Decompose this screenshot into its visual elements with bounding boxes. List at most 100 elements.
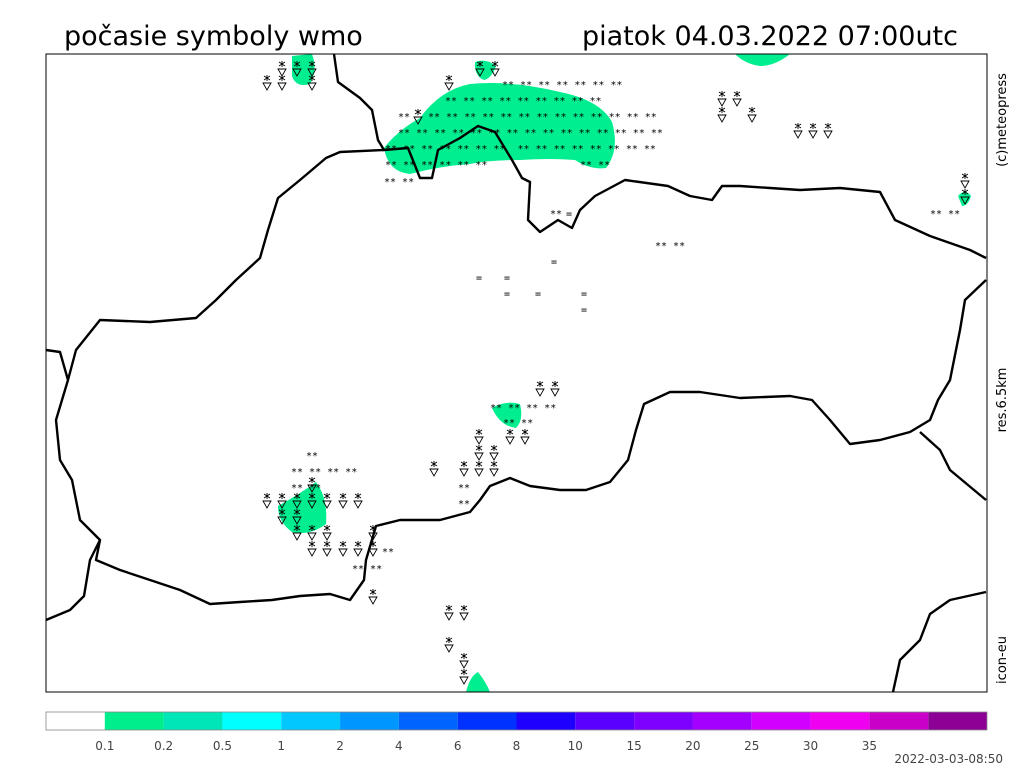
snow-shower-symbol [808,123,818,139]
snow-shower-symbol [307,525,317,541]
snow-shower-symbol [505,429,515,445]
snow-shower-glyph [307,541,317,557]
snow-shower-glyph [307,493,317,509]
snow-shower-symbol [262,493,272,509]
snow-shower-glyph [307,525,317,541]
fog-symbol: = [551,257,557,268]
borders [45,53,987,693]
map-frame [45,53,988,693]
snow-shower-symbol [474,429,484,445]
snow-symbols: ** ** ** ** ** ** ** ** ** ** ** ** ** *… [385,144,656,155]
snow-shower-glyph [353,493,363,509]
colorbar-label: 0.2 [154,739,173,753]
snow-shower-symbol [717,91,727,107]
snow-shower-glyph [823,123,833,139]
model-name: icon-eu [995,636,1010,684]
colorbar-swatch [104,712,164,730]
snow-symbols: ** [550,209,562,220]
colorbar-label: 10 [568,739,583,753]
snow-shower-symbol [520,429,530,445]
snow-shower-symbol [732,91,742,107]
snow-shower-symbol [550,381,560,397]
colorbar-swatch [46,712,105,730]
snow-symbols: ** [458,483,470,494]
snow-shower-symbol [960,173,970,189]
map-title: počasie symboly wmo [64,21,363,52]
colorbar-label: 25 [744,739,759,753]
snow-shower-symbol [307,541,317,557]
snow-shower-glyph [338,493,348,509]
snow-shower-symbol [322,525,332,541]
snow-symbols: ** ** [930,209,960,220]
snow-shower-symbol [292,61,302,77]
map-datetime: piatok 04.03.2022 07:00utc [582,21,958,52]
snow-symbols: ** ** [580,160,610,171]
snow-shower-symbol [307,61,317,77]
colorbar-swatch [575,712,635,730]
colorbar-swatch [222,712,282,730]
colorbar-frame [45,711,988,731]
snow-symbols: ** ** [352,564,382,575]
snow-shower-symbol [444,605,454,621]
fog-symbol: = [535,289,541,300]
snow-shower-glyph [520,429,530,445]
snow-shower-glyph [322,525,332,541]
snow-symbols: ** ** ** ** ** ** ** ** ** ** ** ** ** *… [398,128,663,139]
snow-symbols: ** [382,547,394,558]
snow-shower-glyph [277,509,287,525]
colorbar-swatch [516,712,576,730]
snow-shower-glyph [550,381,560,397]
colorbar-label: 6 [454,739,462,753]
snow-shower-glyph [429,461,439,477]
colorbar-swatch [810,712,870,730]
colorbar-label: 30 [803,739,818,753]
snow-shower-symbol [292,525,302,541]
copyright: (c)meteopress [995,73,1010,167]
weather-symbols: ** **** ** ** ** ** ** **** ** ** ** ** … [262,61,970,685]
fog-symbol: = [504,289,510,300]
resolution: res.6.5km [995,368,1010,433]
snow-symbols: ** ** [503,418,533,429]
snow-shower-glyph [307,75,317,91]
snow-shower-symbol [292,509,302,525]
snow-shower-symbol [489,461,499,477]
snow-shower-symbol [717,107,727,123]
snow-shower-glyph [747,107,757,123]
colorbar: 0.1 0.2 0.5 1 2 4 6 8 10 15 20 25 30 35 [45,711,988,753]
snow-shower-glyph [489,461,499,477]
snow-shower-glyph [459,669,469,685]
snow-shower-symbol [307,477,317,493]
snow-shower-symbol [322,493,332,509]
snow-shower-glyph [292,493,302,509]
colorbar-swatch [163,712,223,730]
snow-shower-symbol [459,653,469,669]
snow-shower-glyph [808,123,818,139]
snow-shower-symbol [292,493,302,509]
snow-symbols: ** ** ** ** [291,467,357,478]
snow-symbols: ** [306,451,318,462]
snow-symbols: ** [458,499,470,510]
snow-symbols: ** ** ** ** ** ** ** [502,80,622,91]
snow-shower-symbol [368,525,378,541]
snow-shower-symbol [459,605,469,621]
snow-shower-glyph [960,189,970,205]
snow-symbols: ** ** [291,483,321,494]
snow-shower-glyph [474,461,484,477]
snow-symbols: ** [398,112,410,123]
fog-symbol: = [581,305,587,316]
colorbar-label: 20 [685,739,700,753]
colorbar-swatch [751,712,811,730]
colorbar-label: 4 [395,739,403,753]
snow-shower-glyph [793,123,803,139]
snow-symbols: ** ** ** ** [490,403,556,414]
snow-shower-glyph [368,525,378,541]
snow-shower-symbol [277,509,287,525]
snow-shower-glyph [277,493,287,509]
snow-shower-glyph [292,61,302,77]
snow-shower-symbol [747,107,757,123]
colorbar-swatch [869,712,929,730]
snow-shower-glyph [262,493,272,509]
snow-shower-symbol [429,461,439,477]
snow-shower-glyph [353,541,363,557]
colorbar-swatch [457,712,517,730]
